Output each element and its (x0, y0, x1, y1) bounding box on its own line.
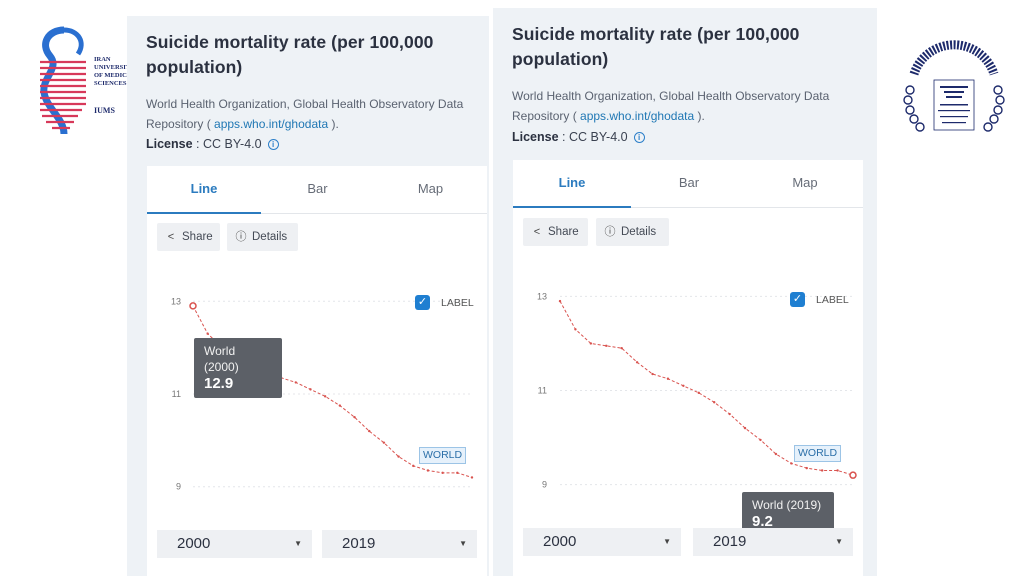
tab-bar[interactable]: Bar (678, 175, 700, 190)
info-icon[interactable]: i (267, 139, 279, 150)
caret-down-icon: ▼ (294, 539, 302, 548)
data-tooltip: World (2000) 12.9 (194, 338, 282, 398)
data-point (338, 404, 342, 407)
tab-map[interactable]: Map (417, 181, 444, 196)
data-point (353, 415, 356, 419)
data-point (206, 332, 209, 335)
tab-line[interactable]: Line (513, 160, 631, 208)
data-point (574, 328, 577, 331)
source-link[interactable]: apps.who.int/ghodata (214, 117, 329, 131)
data-point-highlighted (849, 471, 857, 479)
data-point (774, 452, 778, 456)
data-point (682, 384, 685, 387)
end-year-select[interactable]: 2019 ▼ (322, 530, 477, 558)
chart-card: Line Bar Map < Share ⓘ Details 9 11 13 ✓ LAB… (147, 166, 487, 576)
data-point (820, 469, 824, 472)
data-point (397, 455, 400, 458)
share-button[interactable]: < Share (157, 223, 220, 251)
series-line-world (192, 305, 473, 478)
data-point (790, 462, 793, 465)
panel-title: Suicide mortality rate (per 100,000 popu… (512, 24, 800, 69)
y-tick-label: 11 (172, 389, 181, 399)
data-point (589, 342, 593, 345)
data-point (666, 377, 670, 380)
tehran-institute-logo (900, 30, 1008, 138)
data-point (426, 469, 430, 472)
source-link[interactable]: apps.who.int/ghodata (580, 109, 695, 123)
data-point (728, 412, 731, 416)
panel-title: Suicide mortality rate (per 100,000 popu… (146, 32, 434, 77)
data-point (805, 466, 808, 470)
source-text: World Health Organization, Global Health… (146, 97, 464, 131)
end-year-select[interactable]: 2019 ▼ (693, 528, 853, 556)
info-circle-icon: ⓘ (604, 226, 616, 238)
data-point (836, 469, 839, 472)
y-tick-label: 9 (542, 480, 547, 490)
data-point (441, 471, 444, 475)
data-point (456, 471, 459, 475)
data-point (309, 388, 312, 391)
checkbox-checked-icon[interactable]: ✓ (415, 295, 430, 310)
tab-bar[interactable]: Bar (307, 181, 328, 196)
iums-logo-text: IRAN UNIVERSITY OF MEDICAL SCIENCES (94, 56, 136, 87)
chart-card: Line Bar Map < Share ⓘ Details 9 11 13 ✓ LAB… (513, 160, 863, 576)
data-point (294, 381, 297, 384)
iums-emblem-icon (40, 26, 86, 135)
details-button[interactable]: ⓘ Details (227, 223, 298, 251)
institute-seal-icon (903, 40, 1005, 132)
info-icon[interactable]: i (633, 132, 645, 143)
data-point (412, 464, 415, 468)
caret-down-icon: ▼ (663, 537, 671, 546)
info-circle-icon: ⓘ (235, 231, 247, 243)
data-point (651, 372, 654, 376)
data-point-highlighted (189, 302, 197, 310)
chart-panel-left: Suicide mortality rate (per 100,000 popu… (127, 16, 489, 576)
chart-tabs: Line Bar Map (513, 160, 863, 208)
data-point (759, 438, 762, 442)
series-label-world: WORLD (794, 445, 842, 462)
share-icon: < (533, 226, 541, 238)
iums-abbr: IUMS (94, 106, 115, 115)
license-row: License : CC BY-4.0 i (512, 130, 645, 144)
source-text: World Health Organization, Global Health… (512, 89, 830, 123)
label-toggle-text: LABEL (441, 296, 474, 309)
data-point (713, 401, 716, 404)
share-button[interactable]: < Share (523, 218, 588, 246)
data-point (697, 391, 700, 395)
series-line-world (559, 300, 854, 476)
label-toggle-text: LABEL (816, 293, 849, 306)
start-year-select[interactable]: 2000 ▼ (523, 528, 681, 556)
data-point (635, 361, 639, 364)
series-label-world: WORLD (419, 447, 467, 464)
start-year-select[interactable]: 2000 ▼ (157, 530, 312, 558)
iums-logo: IRAN UNIVERSITY OF MEDICAL SCIENCES IUMS (34, 26, 136, 138)
tab-line[interactable]: Line (147, 166, 261, 214)
caret-down-icon: ▼ (459, 539, 467, 548)
data-point (743, 426, 747, 430)
chart-panel-right: Suicide mortality rate (per 100,000 popu… (493, 8, 877, 576)
data-point (382, 441, 386, 444)
tab-map[interactable]: Map (792, 175, 818, 190)
data-point (323, 395, 327, 398)
data-point (368, 429, 371, 433)
chart-tabs: Line Bar Map (147, 166, 487, 214)
label-toggle[interactable]: ✓ LABEL (415, 295, 474, 310)
license-row: License : CC BY-4.0 i (146, 137, 279, 151)
data-point (470, 476, 474, 479)
details-button[interactable]: ⓘ Details (596, 218, 669, 246)
checkbox-checked-icon[interactable]: ✓ (790, 292, 805, 307)
label-toggle[interactable]: ✓ LABEL (790, 292, 849, 307)
data-point (605, 344, 608, 348)
data-point (558, 299, 562, 303)
share-icon: < (167, 231, 175, 243)
y-tick-label: 9 (176, 482, 181, 492)
y-tick-label: 13 (537, 291, 547, 301)
caret-down-icon: ▼ (835, 537, 843, 546)
data-point (620, 346, 623, 350)
y-tick-label: 13 (171, 296, 181, 306)
y-tick-label: 11 (538, 386, 547, 396)
line-chart: 9 11 13 (537, 291, 857, 490)
